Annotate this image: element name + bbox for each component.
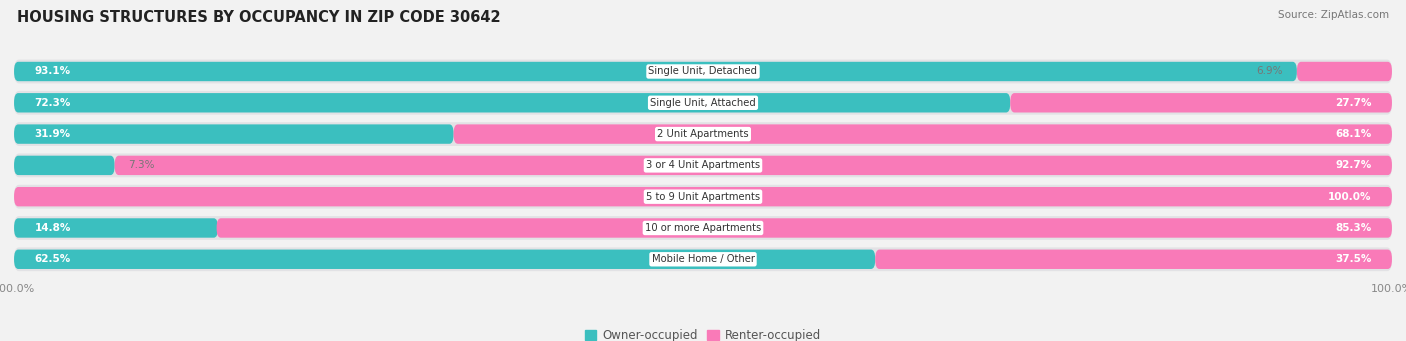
Text: 92.7%: 92.7% <box>1336 160 1371 170</box>
FancyBboxPatch shape <box>14 124 454 144</box>
FancyBboxPatch shape <box>454 124 1392 144</box>
FancyBboxPatch shape <box>14 250 876 269</box>
Text: 6.9%: 6.9% <box>1257 66 1284 76</box>
Text: 100.0%: 100.0% <box>1327 192 1371 202</box>
FancyBboxPatch shape <box>14 91 1392 115</box>
FancyBboxPatch shape <box>14 153 1392 177</box>
Text: Mobile Home / Other: Mobile Home / Other <box>651 254 755 264</box>
Text: 68.1%: 68.1% <box>1336 129 1371 139</box>
Text: 10 or more Apartments: 10 or more Apartments <box>645 223 761 233</box>
FancyBboxPatch shape <box>14 216 1392 240</box>
Legend: Owner-occupied, Renter-occupied: Owner-occupied, Renter-occupied <box>579 324 827 341</box>
FancyBboxPatch shape <box>115 156 1392 175</box>
FancyBboxPatch shape <box>14 60 1392 84</box>
FancyBboxPatch shape <box>14 247 1392 271</box>
FancyBboxPatch shape <box>1011 93 1392 113</box>
Text: 5 to 9 Unit Apartments: 5 to 9 Unit Apartments <box>645 192 761 202</box>
FancyBboxPatch shape <box>14 156 115 175</box>
FancyBboxPatch shape <box>1296 62 1392 81</box>
Text: 31.9%: 31.9% <box>35 129 70 139</box>
FancyBboxPatch shape <box>14 122 1392 146</box>
FancyBboxPatch shape <box>14 187 1392 206</box>
Text: Single Unit, Detached: Single Unit, Detached <box>648 66 758 76</box>
Text: 3 or 4 Unit Apartments: 3 or 4 Unit Apartments <box>645 160 761 170</box>
Text: 7.3%: 7.3% <box>128 160 155 170</box>
Text: Source: ZipAtlas.com: Source: ZipAtlas.com <box>1278 10 1389 20</box>
Text: HOUSING STRUCTURES BY OCCUPANCY IN ZIP CODE 30642: HOUSING STRUCTURES BY OCCUPANCY IN ZIP C… <box>17 10 501 25</box>
Text: 85.3%: 85.3% <box>1336 223 1371 233</box>
FancyBboxPatch shape <box>14 218 218 238</box>
FancyBboxPatch shape <box>876 250 1392 269</box>
FancyBboxPatch shape <box>14 93 1011 113</box>
Text: 93.1%: 93.1% <box>35 66 70 76</box>
Text: 37.5%: 37.5% <box>1334 254 1371 264</box>
Text: Single Unit, Attached: Single Unit, Attached <box>650 98 756 108</box>
Text: 2 Unit Apartments: 2 Unit Apartments <box>657 129 749 139</box>
FancyBboxPatch shape <box>217 218 1392 238</box>
Text: 72.3%: 72.3% <box>35 98 72 108</box>
FancyBboxPatch shape <box>14 62 1296 81</box>
FancyBboxPatch shape <box>14 185 1392 209</box>
Text: 62.5%: 62.5% <box>35 254 70 264</box>
Text: 14.8%: 14.8% <box>35 223 72 233</box>
Text: 27.7%: 27.7% <box>1334 98 1371 108</box>
